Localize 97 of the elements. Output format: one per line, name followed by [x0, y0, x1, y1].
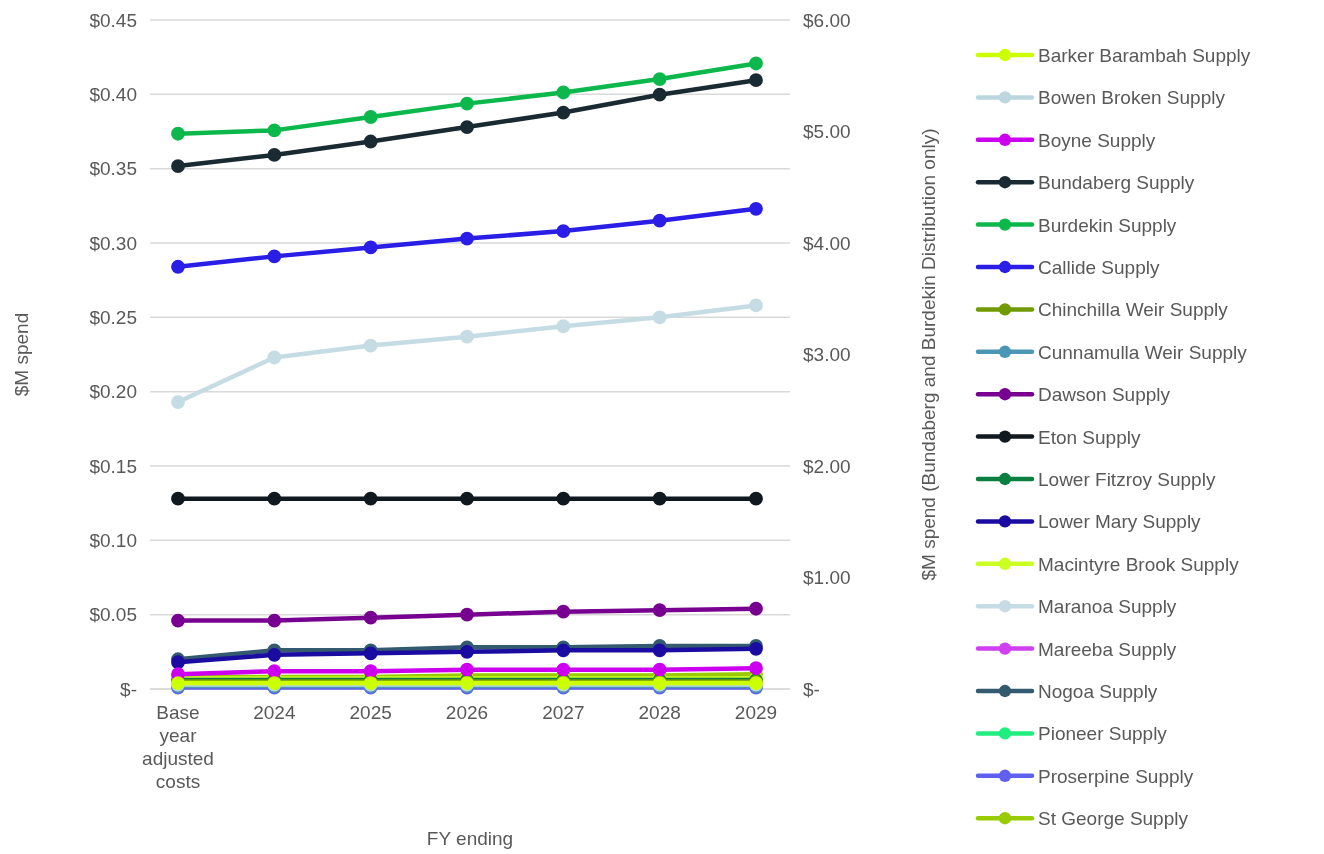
legend-label: Mareeba Supply [1038, 638, 1177, 660]
y-tick-label: $0.15 [89, 455, 137, 477]
legend-label: Pioneer Supply [1038, 723, 1168, 745]
x-tick-label: Base year adjusted costs [142, 702, 214, 792]
point [652, 662, 667, 677]
legend-label: Lower Fitzroy Supply [1038, 469, 1216, 490]
legend-label: Nogoa Supply [1038, 681, 1158, 702]
legend-label: Bowen Broken Supply [1038, 87, 1226, 109]
point [652, 213, 667, 228]
legend-label: Maranoa Supply [1038, 596, 1177, 618]
x-tick-label: 2026 [445, 702, 489, 723]
point [749, 298, 763, 313]
point [171, 395, 185, 409]
y-tick-label: $- [120, 678, 137, 700]
y2-tick-label: $1.00 [803, 567, 851, 589]
point [171, 159, 185, 173]
legend-label: Eton Supply [1038, 426, 1141, 448]
y-tick-label: $0.20 [89, 381, 137, 403]
point [749, 491, 763, 506]
point [363, 338, 378, 353]
point [652, 491, 667, 506]
legend-label: Proserpine Supply [1038, 765, 1194, 787]
legend-label: Callide Supply [1038, 257, 1160, 278]
point [652, 72, 667, 86]
legend-label: Chinchilla Weir Supply [1038, 299, 1229, 321]
x-axis-title: FY ending [426, 828, 514, 849]
point [749, 56, 763, 71]
point [171, 126, 185, 141]
x-tick-label: 2028 [638, 702, 681, 723]
point [171, 491, 185, 506]
y2-tick-label: $3.00 [803, 344, 851, 366]
legend-label: Bundaberg Supply [1038, 172, 1195, 194]
y2-tick-label: $6.00 [803, 9, 851, 31]
point [363, 610, 378, 625]
point [267, 613, 282, 628]
legend-label: St George Supply [1038, 808, 1189, 830]
point [460, 491, 474, 506]
point [363, 134, 378, 149]
legend-label: Dawson Supply [1038, 384, 1171, 406]
y2-tick-label: $2.00 [803, 455, 851, 477]
y-tick-label: $0.35 [89, 158, 137, 180]
y-tick-label: $0.05 [89, 604, 137, 626]
point [652, 310, 667, 325]
y2-axis-title: $M spend (Bundaberg and Burdekin Distribution only) [918, 128, 939, 581]
point [460, 329, 474, 344]
point [749, 661, 763, 676]
y2-tick-label: $4.00 [803, 232, 851, 254]
y-tick-label: $0.45 [89, 9, 137, 31]
y-tick-label: $0.25 [89, 306, 137, 328]
point [363, 110, 378, 124]
point [556, 85, 571, 100]
y-axis-title: $M spend [11, 312, 32, 397]
point [363, 664, 378, 679]
point [652, 87, 667, 102]
point [652, 603, 667, 618]
point [460, 120, 474, 134]
y-tick-label: $0.40 [89, 83, 137, 105]
x-tick-label: 2025 [349, 702, 392, 723]
point [652, 643, 667, 658]
point [267, 350, 282, 365]
point [267, 647, 282, 662]
legend-label: Lower Mary Supply [1038, 511, 1202, 533]
point [460, 96, 474, 111]
point [171, 613, 185, 628]
point [267, 249, 282, 264]
point [363, 491, 378, 506]
point [267, 148, 282, 162]
point [556, 604, 571, 619]
legend-label: Cunnamulla Weir Supply [1038, 341, 1248, 363]
point [267, 664, 282, 679]
point [556, 491, 571, 506]
legend-label: Burdekin Supply [1038, 214, 1177, 236]
y2-tick-label: $- [803, 678, 820, 700]
legend-label: Boyne Supply [1038, 129, 1156, 151]
point [749, 73, 763, 88]
point [556, 319, 571, 334]
point [363, 240, 378, 255]
point [267, 491, 282, 506]
legend-label: Macintyre Brook Supply [1038, 553, 1240, 575]
legend-label: Barker Barambah Supply [1038, 45, 1251, 66]
y2-tick-label: $5.00 [803, 121, 851, 143]
y-tick-label: $0.30 [89, 232, 137, 254]
point [267, 123, 282, 138]
x-tick-label: 2027 [542, 702, 585, 723]
y-tick-label: $0.10 [89, 529, 137, 551]
point [556, 224, 571, 238]
point [460, 662, 474, 677]
point [460, 231, 474, 246]
point [556, 662, 571, 677]
point [460, 644, 474, 659]
point [749, 601, 763, 616]
point [556, 105, 571, 120]
x-tick-label: 2029 [734, 702, 778, 723]
point [171, 259, 185, 274]
point [749, 201, 763, 216]
point [460, 607, 474, 622]
x-tick-label: 2024 [253, 702, 296, 723]
